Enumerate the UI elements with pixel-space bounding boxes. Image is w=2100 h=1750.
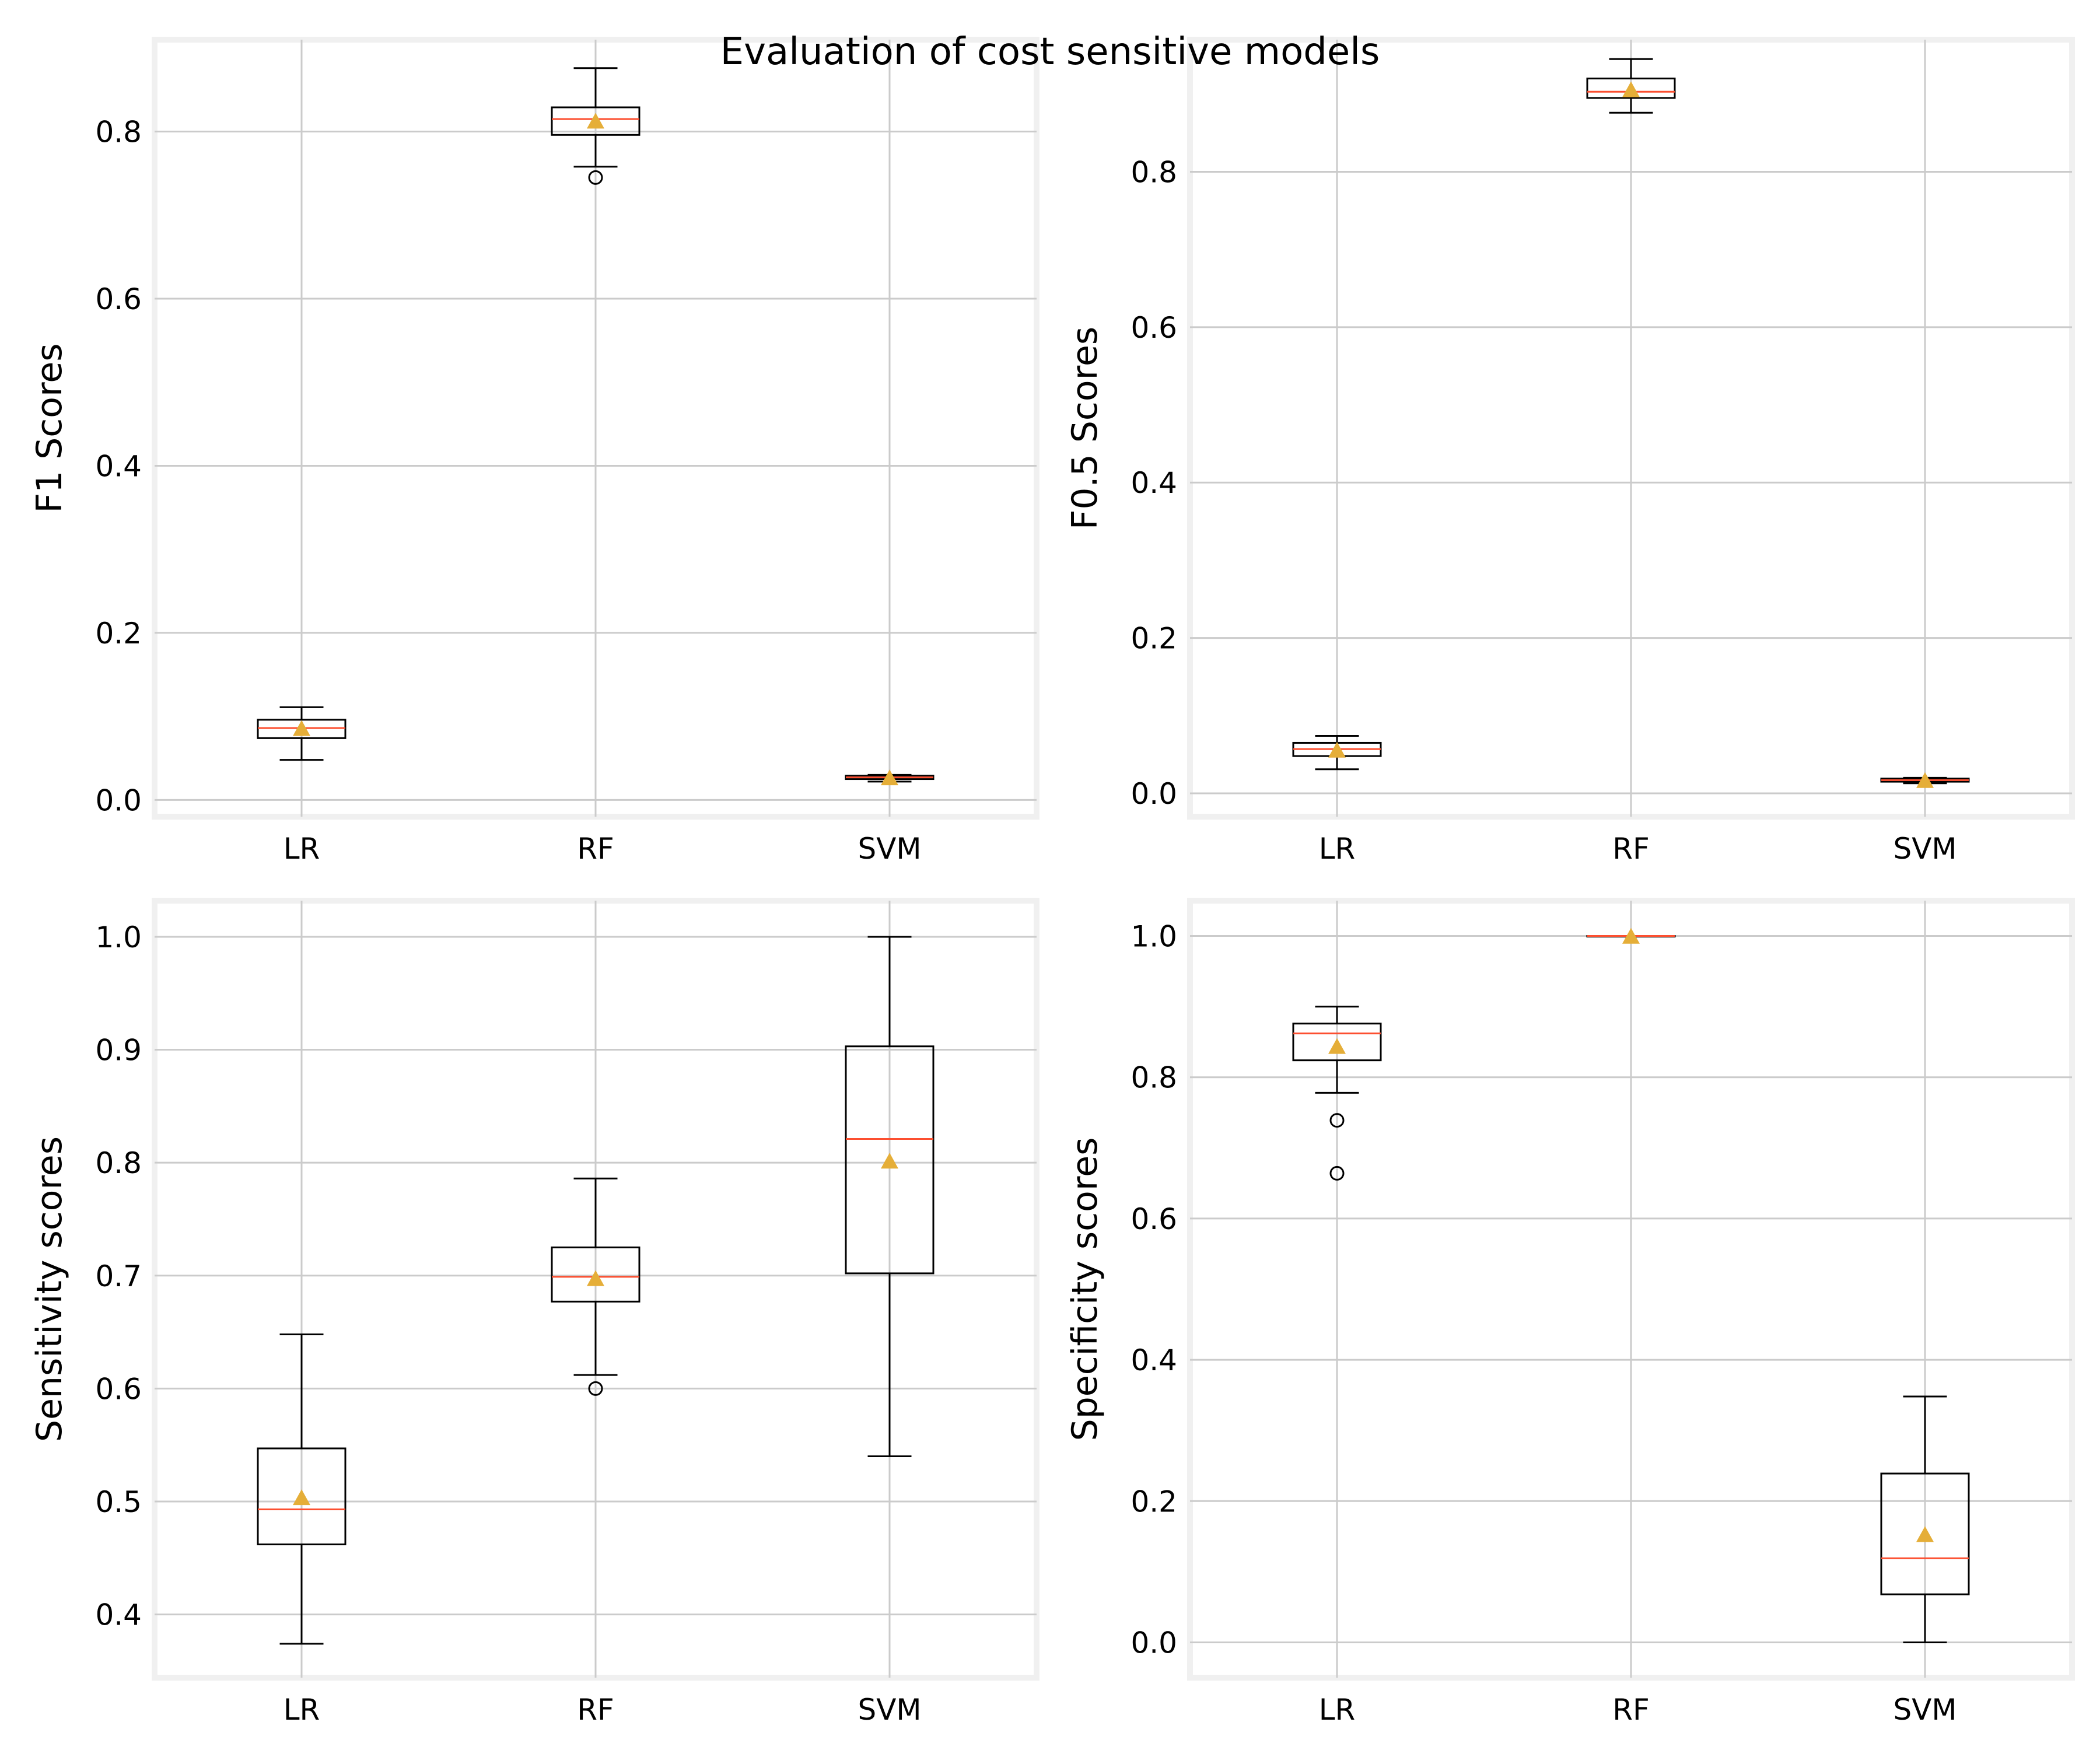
y-tick-label: 1.0 [1130,920,1177,954]
box-RF [551,1177,640,1396]
box-iqr [1292,1023,1382,1062]
y-tick-label: 0.2 [95,617,142,650]
x-tick-label: RF [577,1693,614,1727]
y-axis-label: Specificity scores [1065,1138,1105,1441]
x-tick-label: SVM [858,1693,921,1727]
box-iqr [551,1246,640,1303]
y-tick-label: 0.4 [1130,1343,1177,1377]
box-SVM [845,936,935,1458]
mean-marker [587,113,604,129]
mean-marker [881,1153,898,1169]
box-RF [1586,928,1676,944]
x-tick-label: LR [1319,1693,1356,1727]
box-RF [551,67,640,185]
y-tick-label: 1.0 [95,921,142,954]
box-SVM [1880,1395,1970,1643]
y-tick-label: 0.8 [95,1146,142,1180]
x-tick-label: LR [1319,832,1356,866]
box-SVM [1880,772,1970,788]
y-tick-label: 0.7 [95,1259,142,1293]
mean-marker [1328,741,1346,758]
flier-point [1329,1166,1345,1181]
mean-marker [1916,1526,1934,1542]
y-tick-label: 0.6 [95,1372,142,1406]
subplot-2: 0.0 0.2 0.4 0.6 0.8 LR RF SVM F0.5 Scores [1065,37,2075,866]
x-tick-label: RF [1612,832,1650,866]
y-tick-label: 0.5 [95,1485,142,1519]
box-LR [257,1333,346,1645]
y-tick-label: 0.2 [1130,622,1177,656]
y-tick-label: 0.0 [95,783,142,817]
x-tick-label: SVM [1893,832,1957,866]
box-LR [1292,734,1382,771]
box-iqr [257,1447,346,1546]
y-tick-label: 0.6 [1130,1202,1177,1236]
y-tick-label: 0.6 [1130,311,1177,345]
subplots: 0.0 0.2 0.4 0.6 0.8 LR RF SVM F1 Scores 0.0 0.2 0.4… [29,37,2075,1727]
x-tick-label: SVM [858,832,921,866]
x-tick-label: LR [284,832,320,866]
y-tick-label: 0.2 [1130,1485,1177,1518]
y-tick-label: 0.4 [1130,466,1177,500]
flier-point [588,1381,603,1396]
mean-marker [1328,1038,1346,1054]
mean-marker [1622,81,1640,97]
box-iqr [1586,78,1676,99]
flier-point [588,170,603,185]
y-tick-label: 0.0 [1130,1626,1177,1660]
box-RF [1586,58,1676,114]
box-iqr [551,106,640,136]
y-tick-label: 0.9 [95,1034,142,1068]
y-tick-label: 0.8 [1130,1061,1177,1095]
subplot-3: 0.4 0.5 0.6 0.7 0.8 0.9 1.0 LR RF SVM Sensitivity … [29,898,1040,1727]
y-tick-label: 0.8 [95,116,142,149]
y-tick-label: 0.4 [95,449,142,483]
box-SVM [845,769,935,786]
subplot-1: 0.0 0.2 0.4 0.6 0.8 LR RF SVM F1 Scores [29,37,1040,866]
figure-title: Evaluation of cost sensitive models [720,30,1380,74]
y-axis-label: F1 Scores [29,343,70,513]
box-LR [1292,1006,1382,1181]
y-tick-label: 0.0 [1130,777,1177,811]
y-tick-label: 0.4 [95,1598,142,1632]
flier-point [1329,1113,1345,1128]
box-iqr [1880,1472,1970,1595]
mean-marker [1622,928,1640,944]
x-tick-label: SVM [1893,1693,1957,1727]
mean-marker [293,1489,310,1506]
mean-marker [881,769,898,786]
mean-marker [1916,772,1934,788]
y-tick-label: 0.8 [1130,155,1177,189]
mean-marker [587,1270,604,1286]
subplot-4: 0.0 0.2 0.4 0.6 0.8 1.0 LR RF SVM Specificity sco… [1065,898,2075,1727]
x-tick-label: RF [577,832,614,866]
box-iqr [845,1045,935,1275]
y-axis-label: Sensitivity scores [29,1136,70,1442]
box-LR [257,706,346,761]
x-tick-label: LR [284,1693,320,1727]
x-tick-label: RF [1612,1693,1650,1727]
y-axis-label: F0.5 Scores [1065,327,1105,530]
y-tick-label: 0.6 [95,282,142,316]
mean-marker [293,720,310,736]
